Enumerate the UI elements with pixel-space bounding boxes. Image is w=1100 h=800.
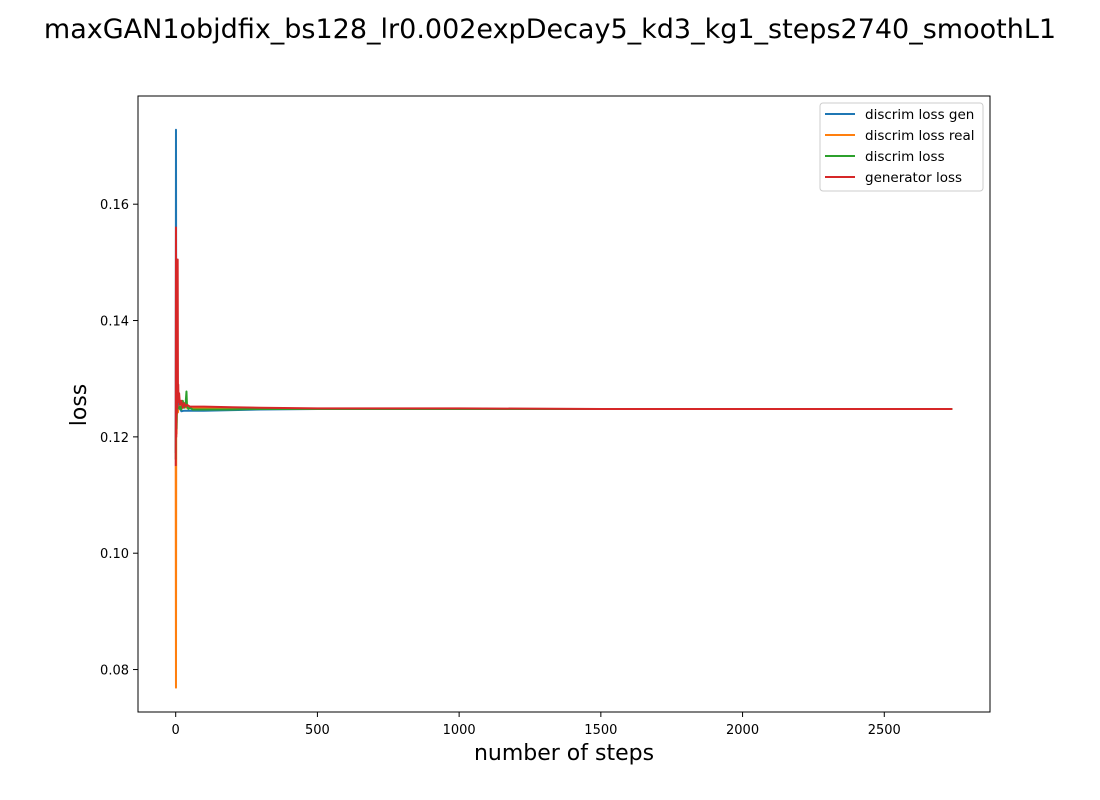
y-tick-label: 0.16 (100, 198, 129, 213)
y-tick-label: 0.14 (100, 315, 129, 330)
plot-area-frame (137, 95, 991, 713)
x-tick-label: 1500 (584, 723, 617, 738)
legend-label-1: discrim loss real (865, 128, 974, 144)
x-tick-label: 2000 (726, 723, 759, 738)
y-axis-label: loss (67, 384, 92, 427)
series-line-3 (174, 226, 953, 466)
x-tick-label: 500 (305, 723, 330, 738)
legend-label-3: generator loss (865, 170, 962, 186)
x-tick-label: 2500 (868, 723, 901, 738)
x-tick-label: 0 (172, 723, 180, 738)
y-tick-label: 0.10 (100, 547, 129, 562)
series-lines (174, 128, 953, 689)
y-axis-ticks: 0.08 0.10 0.12 0.14 0.16 (100, 198, 138, 679)
y-tick-label: 0.12 (100, 431, 129, 446)
x-axis-ticks: 0 500 1000 1500 2000 2500 (172, 712, 901, 738)
chart-title: maxGAN1objdfix_bs128_lr0.002expDecay5_kd… (44, 14, 1056, 45)
y-tick-label: 0.08 (100, 664, 129, 679)
legend-box (819, 102, 984, 192)
legend-label-2: discrim loss (865, 149, 945, 165)
legend: discrim loss gen discrim loss real discrim… (819, 102, 984, 192)
x-axis-label: number of steps (474, 741, 654, 766)
legend-label-0: discrim loss gen (865, 107, 974, 123)
x-tick-label: 1000 (443, 723, 476, 738)
